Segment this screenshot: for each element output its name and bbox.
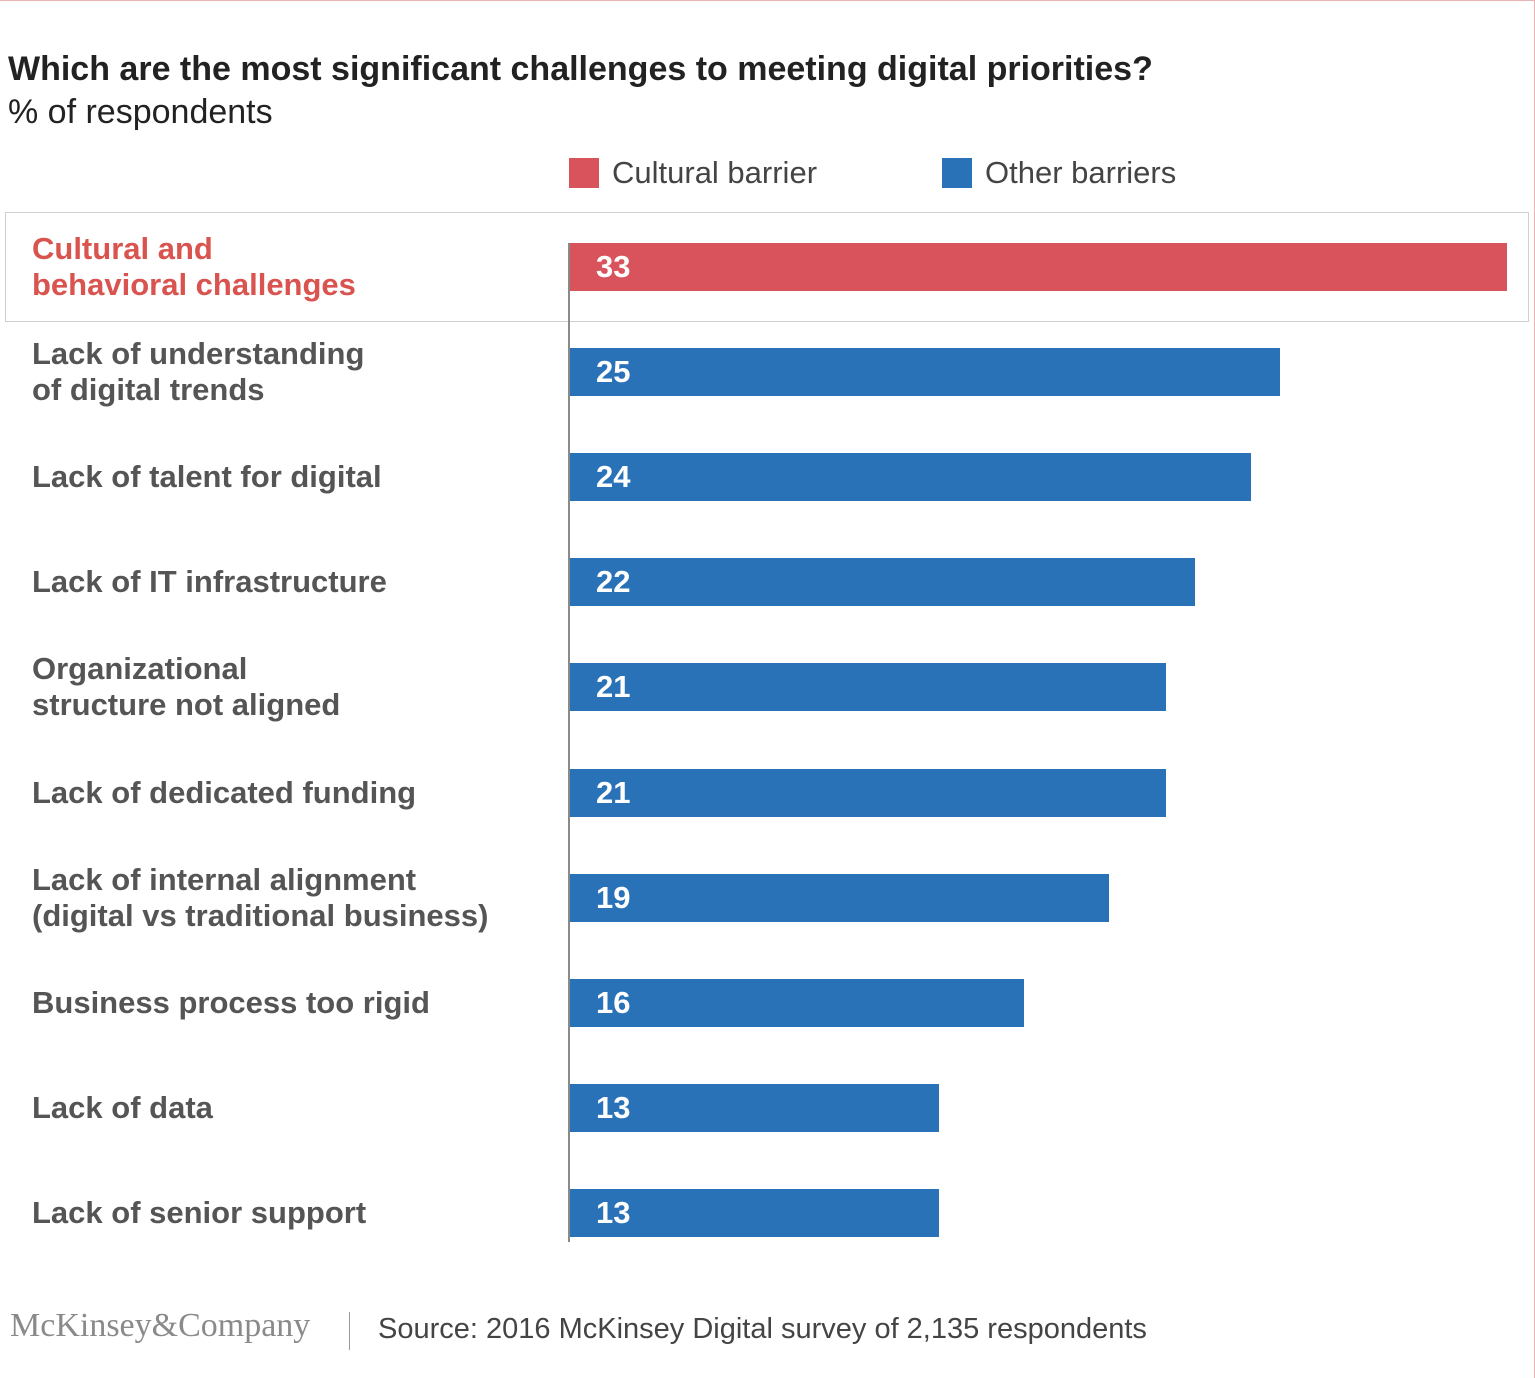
- category-label-8: Business process too rigid: [32, 985, 552, 1021]
- legend-swatch-cultural: [569, 158, 599, 188]
- bar-value-label: 21: [596, 774, 631, 810]
- bar-value-label: 16: [596, 984, 631, 1020]
- bar-value-label: 13: [596, 1194, 631, 1230]
- chart-subtitle: % of respondents: [8, 93, 273, 131]
- category-label-3: Lack of talent for digital: [32, 459, 552, 495]
- category-label-5: Organizational structure not aligned: [32, 651, 552, 723]
- legend-swatch-other: [942, 158, 972, 188]
- footer-separator: [349, 1312, 350, 1350]
- category-label-10: Lack of senior support: [32, 1195, 552, 1231]
- legend-label-other: Other barriers: [985, 155, 1177, 190]
- legend-item-cultural: Cultural barrier: [569, 153, 817, 193]
- bar-value-label: 24: [596, 459, 631, 495]
- bar-value-label: 13: [596, 1089, 631, 1125]
- category-label-line: structure not aligned: [32, 687, 341, 723]
- category-label-7: Lack of internal alignment (digital vs tr…: [32, 862, 552, 934]
- frame-top-border: [0, 0, 1535, 1]
- highlight-box: [5, 212, 1529, 322]
- source-note: Source: 2016 McKinsey Digital survey of …: [378, 1313, 1147, 1345]
- bar-3: 24: [570, 453, 1252, 502]
- category-label-1: Cultural and behavioral challenges: [32, 231, 552, 303]
- category-label-line: Business process too rigid: [32, 984, 430, 1020]
- category-label-line: Lack of senior support: [32, 1194, 367, 1230]
- category-label-line: Lack of talent for digital: [32, 459, 382, 495]
- mckinsey-logo: McKinsey&Company: [10, 1307, 311, 1344]
- category-label-line: behavioral challenges: [32, 267, 356, 302]
- category-label-line: Lack of understanding: [32, 336, 365, 372]
- category-label-line: Lack of internal alignment: [32, 861, 417, 897]
- bar-10: 13: [570, 1188, 940, 1237]
- bar-2: 25: [570, 348, 1280, 397]
- bar-5: 21: [570, 663, 1167, 712]
- category-label-line: of digital trends: [32, 372, 265, 408]
- bar-1: 33: [570, 243, 1507, 291]
- category-label-6: Lack of dedicated funding: [32, 775, 552, 811]
- bar-7: 19: [570, 873, 1110, 922]
- bar-value-label: 25: [596, 354, 631, 390]
- legend-label-cultural: Cultural barrier: [612, 155, 818, 190]
- category-label-line: (digital vs traditional business): [32, 897, 489, 933]
- category-label-2: Lack of understanding of digital trends: [32, 336, 552, 408]
- category-label-line: Lack of data: [32, 1089, 213, 1125]
- bar-value-label: 22: [596, 564, 631, 600]
- bar-6: 21: [570, 768, 1167, 817]
- bar-8: 16: [570, 978, 1025, 1027]
- category-label-line: Organizational: [32, 651, 248, 687]
- axis-line: [568, 243, 570, 1242]
- category-label-line: Lack of dedicated funding: [32, 774, 417, 810]
- bar-value-label: 21: [596, 669, 631, 705]
- category-label-line: Cultural and: [32, 231, 213, 266]
- bar-value-label: 33: [596, 249, 631, 284]
- legend-item-other: Other barriers: [942, 153, 1176, 193]
- category-label-line: Lack of IT infrastructure: [32, 564, 387, 600]
- bar-4: 22: [570, 558, 1195, 607]
- bar-9: 13: [570, 1083, 940, 1132]
- chart-title: Which are the most significant challenge…: [8, 50, 1153, 88]
- bar-value-label: 19: [596, 879, 631, 915]
- category-label-4: Lack of IT infrastructure: [32, 564, 552, 600]
- category-label-9: Lack of data: [32, 1090, 552, 1126]
